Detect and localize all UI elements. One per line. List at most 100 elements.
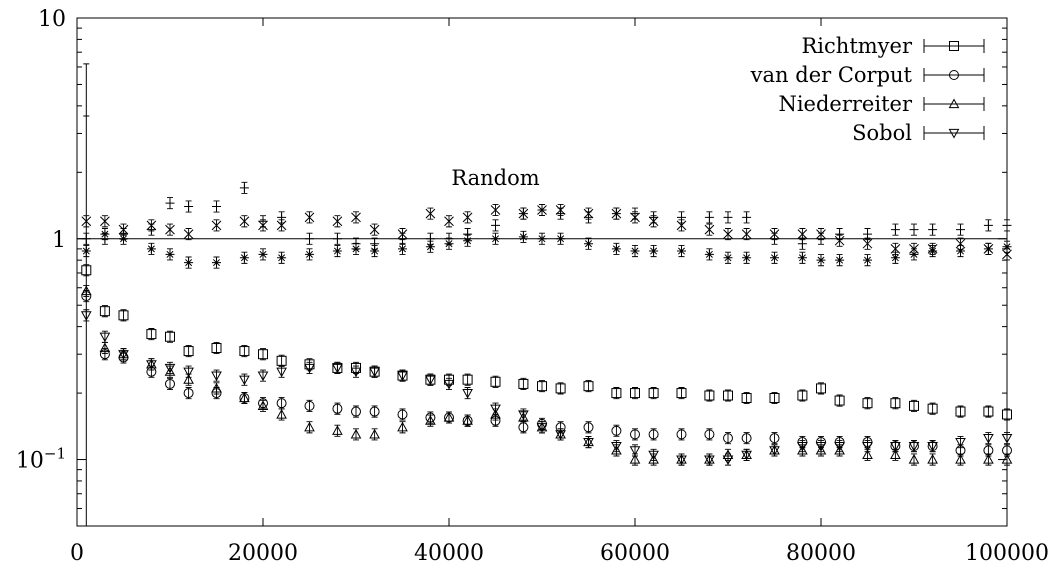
data-point [955,454,966,464]
data-point [183,346,194,357]
data-point [276,398,287,409]
data-point [183,229,194,239]
data-point [350,428,362,439]
data-point [909,400,919,411]
data-point [518,208,529,219]
data-point [769,393,780,404]
data-point [741,229,752,239]
data-point [630,212,640,223]
data-point [425,242,435,252]
data-point [239,183,249,193]
random-annotation: Random [451,166,539,190]
data-point [797,442,808,452]
data-point [184,258,194,268]
data-point [304,363,315,374]
data-point [258,220,268,231]
error-bar [148,328,155,341]
data-point [165,224,175,235]
data-point [462,374,473,385]
error-bar [213,341,220,355]
error-bar [678,387,685,400]
data-point [118,350,129,360]
data-point [491,234,500,244]
legend-error-sample [923,97,985,111]
data-point [211,382,222,393]
data-point [611,244,621,254]
data-point [704,390,715,401]
data-point [184,202,194,212]
data-point [908,442,920,452]
data-point [351,406,361,417]
data-point [332,403,343,414]
data-point [490,205,501,215]
data-point [928,225,938,235]
x-tick-label: 60000 [600,541,670,566]
data-point [769,229,780,239]
data-point [583,208,594,219]
data-point [862,238,873,249]
data-point [277,253,287,263]
data-point [611,444,622,455]
data-point [351,244,361,254]
data-point [239,253,249,263]
data-point [983,406,994,417]
legend-error-sample [923,39,985,53]
error-bar [725,432,731,445]
data-point [1002,242,1012,252]
data-point [555,430,566,440]
series-layer [80,63,1013,526]
error-bar [743,432,750,445]
data-point [909,225,919,235]
data-point [462,212,473,223]
error-bar [185,345,192,358]
data-point [834,442,845,452]
data-point [723,212,733,222]
data-point [165,331,175,342]
y-tick-label: 1 [52,228,66,253]
data-point [648,216,659,227]
series-6 [81,228,1012,269]
error-bar [864,397,871,410]
data-point [518,410,529,421]
data-point [769,446,780,456]
data-point [276,408,287,419]
plot-frame [76,17,1008,527]
error-bar [1004,408,1010,421]
data-point [611,442,622,452]
legend-label: van der Corput [750,63,913,87]
data-point [369,224,380,235]
legend-label: Richtmyer [802,34,913,58]
data-point [927,442,938,452]
data-point [211,371,222,382]
data-point [257,371,269,382]
data-point [183,367,194,378]
data-point [648,388,659,399]
data-point [165,198,175,208]
error-bar [167,377,173,390]
legend-marker [949,41,959,51]
data-point [983,434,994,444]
data-point [239,346,250,357]
legend-marker [948,98,960,109]
data-point [369,367,380,378]
data-point [305,249,314,259]
data-point [146,329,157,340]
data-point [630,388,640,399]
data-point [518,378,529,389]
y-tick-label: 10−1 [16,445,66,474]
error-bar [892,397,899,410]
data-point [398,244,407,254]
error-bar [520,377,527,390]
data-point [983,220,993,230]
data-point [518,232,528,242]
error-bar [334,402,341,415]
data-point [146,360,157,370]
data-point [370,246,380,256]
error-bar [771,432,778,445]
data-point [537,381,547,392]
error-bar [799,389,806,402]
data-point [351,212,361,223]
data-point [146,244,156,254]
data-point [444,216,454,227]
data-point [119,234,128,244]
